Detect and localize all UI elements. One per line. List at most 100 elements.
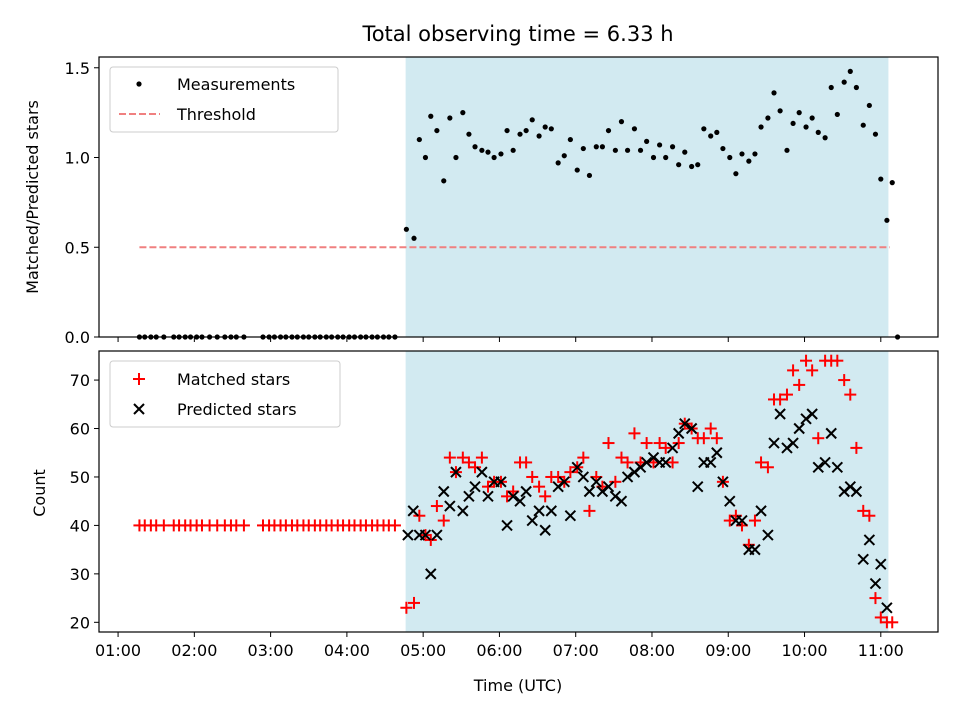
predicted-star-point [806, 408, 818, 420]
measurement-point [746, 158, 752, 164]
measurement-point [790, 120, 796, 127]
bottom-y-axis-label: Count [30, 469, 49, 517]
measurement-point [803, 124, 809, 130]
y-tick-label: 60 [70, 420, 90, 439]
measurement-point [739, 151, 745, 157]
matched-star-point [621, 456, 634, 469]
measurement-point [752, 151, 758, 157]
matched-star-point [755, 456, 768, 469]
matched-star-point [800, 354, 813, 367]
predicted-star-point [640, 456, 653, 469]
matched-star-point [710, 432, 723, 445]
top-legend-box [109, 66, 339, 133]
predicted-star-point [768, 437, 780, 449]
measurement-point [517, 131, 523, 137]
matched-star-point [469, 461, 482, 474]
bottom-legend-box [109, 360, 341, 428]
predicted-star-point [831, 461, 844, 473]
matched-star-point [812, 432, 825, 445]
measurement-point [878, 176, 884, 182]
measurement-point [542, 124, 548, 130]
y-tick-label: 0.0 [65, 328, 90, 347]
matched-star-point [869, 592, 882, 605]
measurement-point [809, 115, 815, 121]
y-tick-label: 30 [70, 565, 90, 584]
predicted-star-point [875, 558, 887, 570]
predicted-star-point [469, 480, 481, 493]
matched-star-point [533, 480, 546, 493]
y-tick-label: 1.0 [65, 149, 90, 168]
matched-star-point [552, 470, 565, 483]
measurement-point [771, 90, 777, 96]
matched-star-point [628, 427, 641, 440]
matched-star-point [850, 441, 863, 454]
measurement-point [605, 127, 612, 134]
measurement-point [523, 127, 529, 134]
predicted-star-point [438, 485, 450, 498]
measurement-point [460, 110, 466, 116]
measurement-point [889, 180, 895, 186]
measurement-point [586, 172, 593, 179]
matched-star-point [577, 451, 590, 464]
measurement-point [453, 154, 459, 161]
predicted-star-point [450, 466, 462, 478]
predicted-star-point [564, 510, 577, 522]
matched-star-point [863, 509, 876, 522]
predicted-star-point [520, 485, 532, 498]
measurement-point [504, 127, 510, 134]
predicted-star-point [679, 417, 691, 430]
measurement-point [815, 129, 821, 135]
matched-star-point [564, 466, 577, 479]
matched-star-point [653, 437, 666, 450]
measurement-point [708, 133, 714, 139]
predicted-star-point [825, 427, 837, 440]
x-axis-label: Time (UTC) [473, 676, 562, 695]
measurement-point [422, 154, 429, 161]
predicted-star-point [724, 495, 736, 507]
matched-star-point [443, 451, 456, 464]
x-tick-label: 07:00 [553, 641, 599, 660]
predicted-star-point [425, 568, 437, 580]
measurement-point [498, 151, 504, 157]
predicted-legend-label: Predicted stars [177, 400, 297, 419]
measurement-point [416, 136, 422, 143]
predicted-star-point [495, 476, 507, 488]
predicted-star-point [577, 471, 590, 483]
matched-star-point [408, 596, 421, 609]
observing-span [405, 351, 889, 632]
matched-star-point [780, 388, 793, 401]
predicted-star-point [514, 495, 526, 507]
measurement-point [479, 147, 485, 153]
matched-star-point [761, 461, 774, 474]
predicted-star-point [615, 495, 628, 507]
measurement-point [555, 160, 561, 166]
matched-star-point [659, 441, 672, 454]
measurement-point [834, 111, 840, 118]
measurement-point [841, 79, 847, 85]
matched-legend-marker [133, 373, 145, 385]
measurements-legend-label: Measurements [177, 75, 295, 94]
predicted-star-point [590, 476, 603, 488]
measurements-legend-marker [136, 81, 142, 87]
predicted-star-point [787, 437, 799, 449]
matched-star-point [787, 364, 800, 377]
matched-star-point [475, 451, 488, 464]
predicted-star-point [857, 553, 869, 566]
measurement-point [689, 163, 695, 170]
measurement-point [434, 127, 440, 134]
x-tick-label: 09:00 [705, 641, 751, 660]
x-tick-label: 05:00 [400, 641, 446, 660]
predicted-star-point [545, 505, 558, 517]
predicted-star-point [812, 461, 824, 473]
matched-star-point [456, 451, 469, 464]
matched-star-point [413, 509, 426, 522]
predicted-star-point [659, 456, 672, 469]
chart-title: Total observing time = 6.33 h [361, 22, 673, 46]
measurement-point [765, 115, 771, 121]
measurement-point [491, 154, 497, 161]
predicted-star-point [533, 505, 545, 517]
measurement-point [663, 154, 669, 161]
predicted-star-point [850, 485, 863, 498]
matched-star-point [583, 504, 596, 517]
